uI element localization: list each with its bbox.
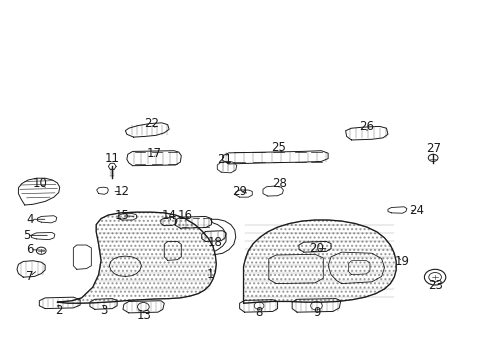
Text: 19: 19: [394, 255, 409, 268]
Text: 8: 8: [255, 306, 262, 319]
Text: 27: 27: [425, 142, 440, 155]
Text: 20: 20: [308, 242, 323, 255]
Text: 25: 25: [270, 141, 285, 154]
Text: 11: 11: [104, 152, 120, 165]
Text: 14: 14: [162, 208, 176, 221]
Text: 12: 12: [114, 185, 129, 198]
Text: 7: 7: [26, 270, 33, 283]
Text: 1: 1: [206, 268, 214, 281]
Text: 18: 18: [207, 236, 223, 249]
Text: 29: 29: [232, 185, 246, 198]
Text: 6: 6: [26, 243, 33, 256]
Text: 4: 4: [27, 213, 34, 226]
Text: 16: 16: [177, 208, 192, 221]
Text: 28: 28: [271, 177, 286, 190]
Text: 24: 24: [409, 204, 424, 217]
Text: 15: 15: [114, 209, 129, 222]
Text: 21: 21: [217, 153, 232, 166]
Text: 2: 2: [55, 304, 62, 317]
Text: 5: 5: [23, 229, 30, 242]
Text: 13: 13: [136, 309, 151, 322]
Text: 23: 23: [427, 279, 442, 292]
Text: 26: 26: [359, 120, 374, 133]
Text: 3: 3: [100, 304, 107, 317]
Text: 22: 22: [143, 117, 158, 130]
Text: 9: 9: [313, 306, 321, 319]
Text: 10: 10: [33, 177, 48, 190]
Text: 17: 17: [147, 147, 162, 160]
